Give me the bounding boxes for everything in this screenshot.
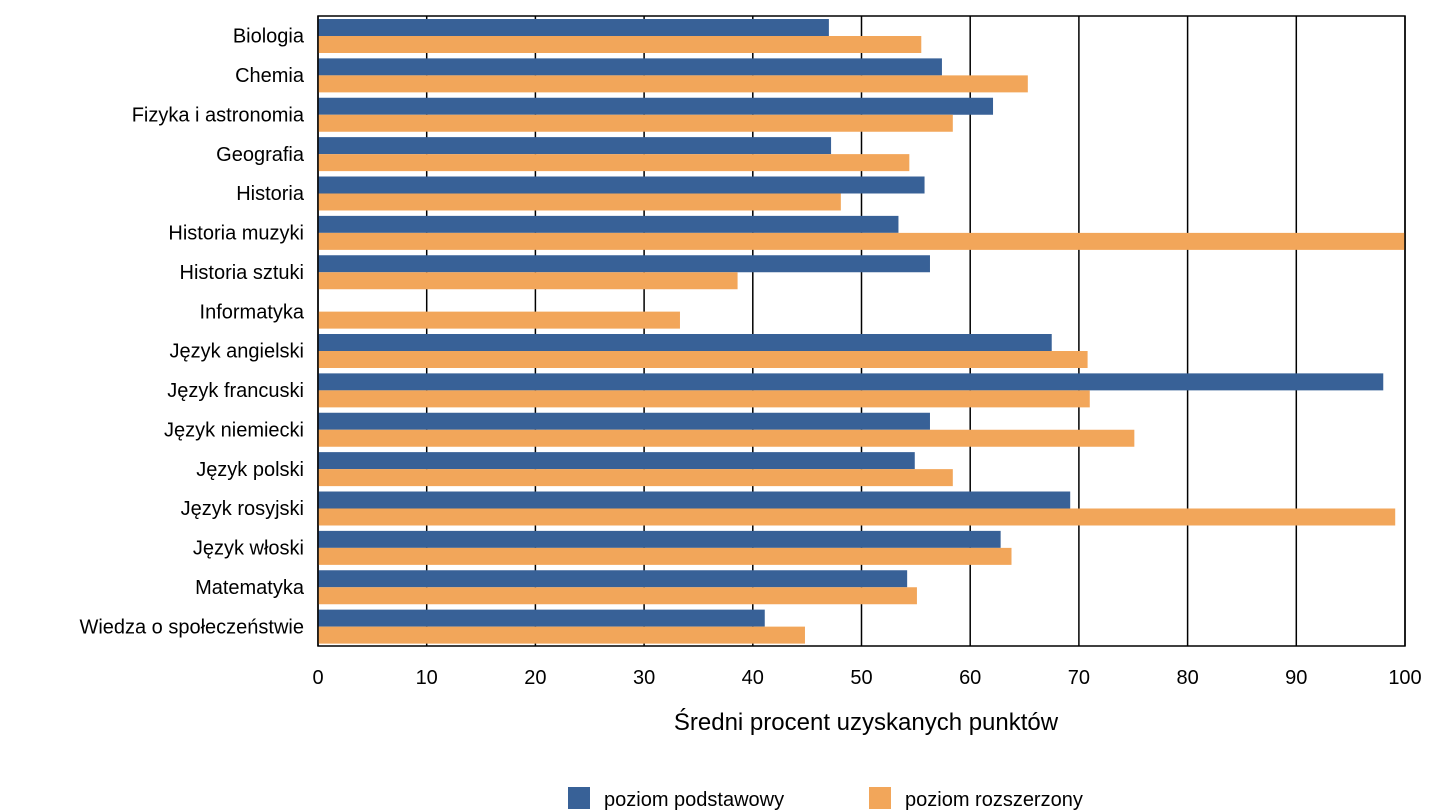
category-label-12: Język rosyjski xyxy=(181,498,304,520)
x-tick-label-30: 30 xyxy=(633,667,655,689)
x-tick-label-20: 20 xyxy=(524,667,546,689)
category-label-0: Biologia xyxy=(233,26,305,48)
category-label-10: Język niemiecki xyxy=(164,419,304,441)
bar-rozszerzony-7 xyxy=(318,311,680,329)
category-labels: Biologia Chemia Fizyka i astronomia Geograf… xyxy=(79,26,304,639)
bar-rozszerzony-4 xyxy=(318,193,841,211)
x-axis-title: Średni procent uzyskanych punktów xyxy=(674,708,1059,736)
bar-podstawowy-5 xyxy=(318,215,899,233)
bar-rozszerzony-0 xyxy=(318,36,922,53)
bars xyxy=(318,19,1405,644)
bar-podstawowy-6 xyxy=(318,255,930,273)
plot-frame xyxy=(317,15,1406,647)
bar-rozszerzony-10 xyxy=(318,429,1135,447)
category-label-4: Historia xyxy=(236,183,305,205)
bar-rozszerzony-3 xyxy=(318,154,910,172)
category-label-6: Historia sztuki xyxy=(180,262,304,284)
bar-podstawowy-3 xyxy=(318,137,832,155)
category-label-5: Historia muzyki xyxy=(168,223,304,245)
bar-rozszerzony-12 xyxy=(318,508,1396,526)
bar-rozszerzony-8 xyxy=(318,351,1088,368)
bar-podstawowy-8 xyxy=(318,334,1052,351)
x-tick-labels: 0 10 20 30 40 50 60 70 80 90 100 xyxy=(312,667,1421,689)
bar-rozszerzony-2 xyxy=(318,114,953,132)
bar-podstawowy-12 xyxy=(318,491,1071,509)
legend-swatch-rozszerzony xyxy=(869,787,891,809)
legend-label-podstawowy: poziom podstawowy xyxy=(604,789,784,811)
legend-item-rozszerzony: poziom rozszerzony xyxy=(869,787,1083,811)
category-label-7: Informatyka xyxy=(200,301,305,323)
x-tick-label-80: 80 xyxy=(1176,667,1198,689)
bar-rozszerzony-11 xyxy=(318,469,953,487)
category-label-2: Fizyka i astronomia xyxy=(132,104,305,126)
bar-rozszerzony-5 xyxy=(318,232,1405,250)
bar-podstawowy-2 xyxy=(318,97,994,115)
bar-rozszerzony-13 xyxy=(318,547,1012,565)
plot-border xyxy=(317,15,1406,647)
x-tick-label-0: 0 xyxy=(312,667,323,689)
bar-podstawowy-9 xyxy=(318,373,1384,391)
legend: poziom podstawowy poziom rozszerzony xyxy=(568,787,1083,811)
bar-podstawowy-10 xyxy=(318,412,930,430)
bar-podstawowy-0 xyxy=(318,19,829,36)
bar-rozszerzony-15 xyxy=(318,626,805,644)
x-tick-label-50: 50 xyxy=(850,667,872,689)
bar-podstawowy-13 xyxy=(318,530,1001,548)
x-tick-label-70: 70 xyxy=(1068,667,1090,689)
category-label-14: Matematyka xyxy=(195,577,305,599)
legend-item-podstawowy: poziom podstawowy xyxy=(568,787,784,811)
category-label-9: Język francuski xyxy=(167,380,304,402)
x-tick-label-60: 60 xyxy=(959,667,981,689)
bar-rozszerzony-14 xyxy=(318,587,917,605)
bar-rozszerzony-1 xyxy=(318,75,1028,93)
bar-rozszerzony-6 xyxy=(318,272,738,290)
legend-swatch-podstawowy xyxy=(568,787,590,809)
bar-podstawowy-14 xyxy=(318,570,908,588)
bar-rozszerzony-9 xyxy=(318,390,1090,408)
x-tick-label-100: 100 xyxy=(1388,667,1421,689)
category-label-15: Wiedza o społeczeństwie xyxy=(79,616,304,638)
x-tick-label-40: 40 xyxy=(742,667,764,689)
x-tick-label-90: 90 xyxy=(1285,667,1307,689)
legend-label-rozszerzony: poziom rozszerzony xyxy=(905,789,1083,811)
bar-podstawowy-11 xyxy=(318,452,915,470)
category-label-11: Język polski xyxy=(196,459,304,481)
category-label-1: Chemia xyxy=(235,65,305,87)
category-label-3: Geografia xyxy=(216,144,305,166)
bar-podstawowy-1 xyxy=(318,58,942,76)
category-label-13: Język włoski xyxy=(193,538,304,560)
bar-podstawowy-4 xyxy=(318,176,925,194)
bar-podstawowy-15 xyxy=(318,609,765,627)
category-label-8: Język angielski xyxy=(169,341,304,363)
x-tick-label-10: 10 xyxy=(416,667,438,689)
